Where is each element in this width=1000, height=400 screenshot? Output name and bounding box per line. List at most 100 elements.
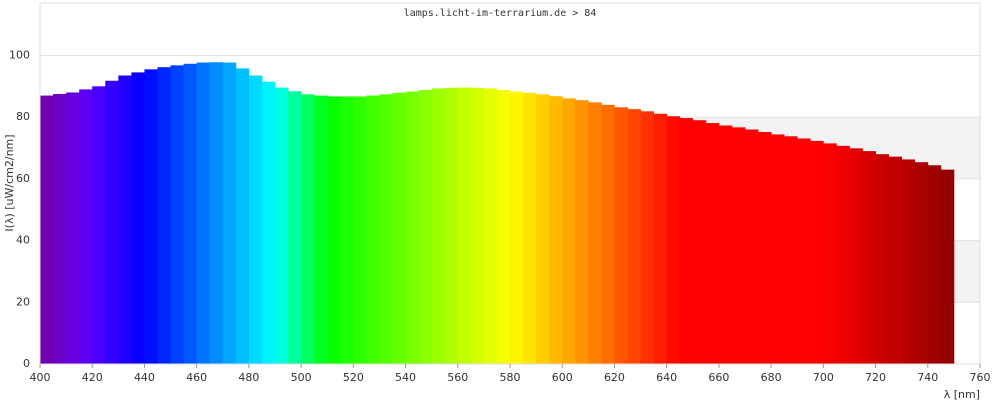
bar [653,113,668,365]
bar [588,102,602,364]
bar [118,75,132,364]
x-tick-label: 760 [970,371,991,384]
x-tick-label: 460 [186,371,207,384]
bar [510,91,524,365]
x-tick-label: 720 [865,371,886,384]
bar [758,131,772,364]
bar [92,86,106,365]
bar [366,95,380,365]
bar [209,62,224,364]
x-tick-label: 680 [761,371,782,384]
x-tick-label: 640 [656,371,677,384]
bar [66,92,80,364]
y-tick-label: 60 [16,172,30,185]
bar [927,165,942,364]
bar [483,88,498,364]
x-tick-label: 740 [917,371,938,384]
bar [940,169,955,364]
bar [144,69,158,364]
bar [836,145,850,364]
bar [340,96,354,364]
bar [823,143,837,364]
bar [745,129,759,364]
bar [431,88,446,364]
bar [496,90,511,364]
x-tick-label: 480 [238,371,259,384]
x-tick-label: 440 [134,371,155,384]
bar [275,87,289,365]
bar [575,100,589,364]
bar [849,148,863,364]
bar [536,94,550,364]
bar [40,95,54,365]
bar [157,67,171,364]
x-tick-label: 500 [291,371,312,384]
bar [183,63,198,365]
bar [640,111,655,364]
bar [53,94,67,365]
bar [797,138,811,364]
bar [914,162,929,364]
bar [614,107,628,365]
x-tick-label: 620 [604,371,625,384]
bar [222,62,237,365]
bar [679,118,694,364]
bar [379,94,393,364]
bar [131,72,145,364]
bar [771,134,785,364]
bar [718,125,733,364]
bar [170,65,185,365]
x-tick-label: 660 [708,371,729,384]
x-tick-label: 580 [500,371,521,384]
bar [288,91,302,364]
bar [235,68,250,365]
bar [810,140,824,364]
bar [601,104,615,365]
bar [353,96,367,364]
y-axis-label: I(λ) [uW/cm2/nm] [3,134,16,231]
x-tick-label: 420 [82,371,103,384]
bar [405,91,420,365]
bar [457,87,472,365]
bar [79,89,93,365]
bar [666,116,681,364]
bars [40,62,955,365]
bar [784,136,798,364]
bar [105,80,119,364]
bar [392,92,406,365]
x-tick-label: 600 [552,371,573,384]
bar [562,98,576,364]
bar [327,96,341,364]
y-tick-label: 0 [23,357,30,370]
bar [549,96,563,364]
bar [314,95,328,365]
bar [731,127,746,364]
bar [627,109,641,364]
bar [692,120,707,364]
y-tick-label: 80 [16,110,30,123]
bar [301,94,315,364]
x-axis-label: λ [nm] [944,388,980,400]
x-tick-label: 700 [813,371,834,384]
bar [470,87,485,364]
x-tick-label: 400 [30,371,51,384]
bar [875,154,890,364]
bar [862,151,876,364]
bar [523,92,537,365]
x-tick-label: 560 [447,371,468,384]
bar [418,90,433,364]
bar [705,123,720,365]
bar [248,75,263,364]
bar [261,81,276,364]
bar [444,87,459,364]
y-tick-label: 100 [9,48,30,61]
bar [196,62,211,365]
bar [888,156,903,364]
bar [901,159,916,364]
y-tick-label: 40 [16,234,30,247]
x-tick-label: 540 [395,371,416,384]
chart-title: lamps.licht-im-terrarium.de > 84 [404,8,597,19]
y-tick-label: 20 [16,295,30,308]
x-tick-label: 520 [343,371,364,384]
